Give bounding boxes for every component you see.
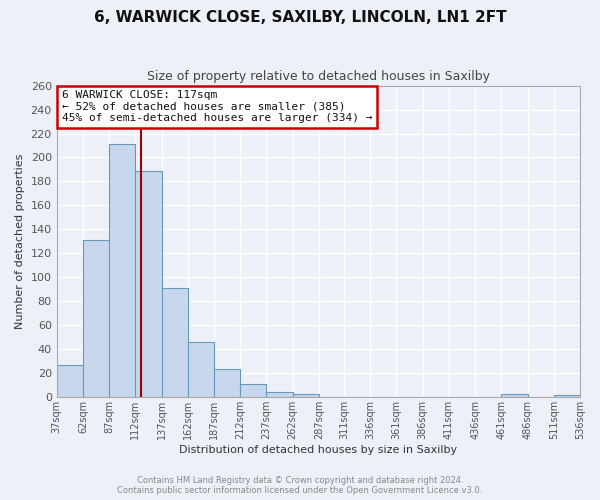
Y-axis label: Number of detached properties: Number of detached properties xyxy=(15,154,25,329)
Bar xyxy=(161,288,188,398)
X-axis label: Distribution of detached houses by size in Saxilby: Distribution of detached houses by size … xyxy=(179,445,457,455)
Text: 6, WARWICK CLOSE, SAXILBY, LINCOLN, LN1 2FT: 6, WARWICK CLOSE, SAXILBY, LINCOLN, LN1 … xyxy=(94,10,506,25)
Bar xyxy=(554,395,580,398)
Bar xyxy=(266,392,293,398)
Bar xyxy=(240,384,266,398)
Bar xyxy=(293,394,319,398)
Title: Size of property relative to detached houses in Saxilby: Size of property relative to detached ho… xyxy=(147,70,490,83)
Bar xyxy=(136,170,161,398)
Text: Contains HM Land Registry data © Crown copyright and database right 2024.
Contai: Contains HM Land Registry data © Crown c… xyxy=(118,476,482,495)
Bar xyxy=(56,365,83,398)
Bar xyxy=(83,240,109,398)
Bar xyxy=(214,368,240,398)
Bar xyxy=(188,342,214,398)
Bar xyxy=(109,144,136,398)
Bar xyxy=(502,394,527,398)
Text: 6 WARWICK CLOSE: 117sqm
← 52% of detached houses are smaller (385)
45% of semi-d: 6 WARWICK CLOSE: 117sqm ← 52% of detache… xyxy=(62,90,373,124)
